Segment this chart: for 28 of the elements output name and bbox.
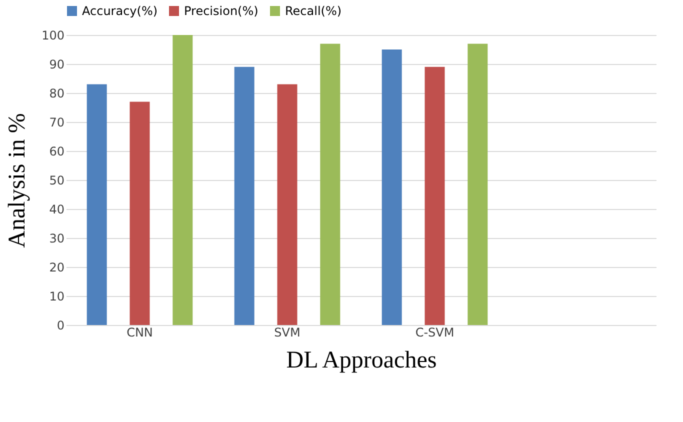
x-tick-label: C-SVM — [415, 326, 454, 340]
x-axis-title: DL Approaches — [286, 348, 437, 374]
x-tick-label: SVM — [274, 326, 300, 340]
y-tick-label: 40 — [49, 202, 64, 216]
bar — [424, 66, 445, 325]
y-tick-label: 50 — [49, 174, 64, 188]
bar — [382, 50, 402, 325]
x-tick-label: CNN — [126, 326, 153, 340]
y-tick-label: 10 — [49, 290, 64, 304]
legend-label: Recall(%) — [285, 4, 342, 18]
bar — [320, 44, 340, 325]
bar — [86, 84, 107, 325]
y-tick-label: 80 — [49, 86, 64, 100]
y-tick-label: 60 — [49, 144, 64, 158]
y-tick-label: 30 — [49, 232, 64, 246]
y-axis-title: Analysis in % — [4, 113, 31, 248]
bar — [130, 102, 150, 325]
bar — [234, 66, 254, 325]
legend-label: Accuracy(%) — [82, 4, 158, 18]
y-tick-label: 0 — [56, 318, 64, 332]
y-tick-label: 70 — [49, 116, 64, 130]
bar — [277, 84, 298, 325]
y-tick-label: 100 — [42, 28, 64, 42]
y-tick-label: 90 — [49, 58, 64, 72]
y-tick-label: 20 — [49, 260, 64, 274]
bar — [172, 35, 193, 325]
bar — [468, 44, 488, 325]
legend-label: Precision(%) — [184, 4, 258, 18]
